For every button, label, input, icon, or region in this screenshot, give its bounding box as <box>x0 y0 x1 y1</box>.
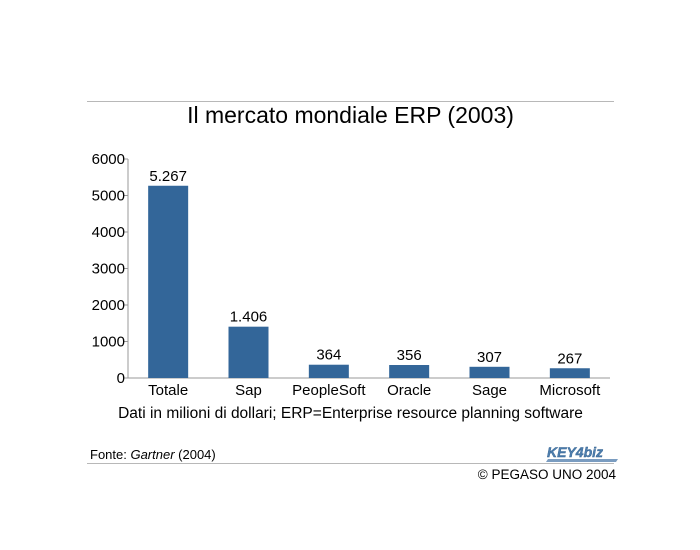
category-label: Totale <box>148 382 188 399</box>
category-label: PeopleSoft <box>292 382 366 399</box>
bar <box>549 368 590 378</box>
category-label: Sage <box>472 382 507 399</box>
y-tick-label: 2000 <box>92 297 125 314</box>
data-label: 364 <box>316 347 341 364</box>
y-tick-label: 3000 <box>92 261 125 278</box>
top-rule <box>87 101 614 102</box>
svg-text:KEY4biz: KEY4biz <box>547 444 603 460</box>
source-credit: Fonte: Gartner (2004) <box>90 446 216 464</box>
bar <box>308 364 349 378</box>
y-tick-label: 6000 <box>92 151 125 168</box>
bar <box>469 366 510 378</box>
bar-chart: 0 1000 2000 3000 4000 5000 6000 5.267 Totale 1.40… <box>92 151 610 399</box>
data-label: 5.267 <box>149 168 187 185</box>
data-label: 356 <box>397 347 422 364</box>
y-tick-label: 0 <box>117 370 125 387</box>
data-label: 267 <box>557 350 582 367</box>
chart-title: Il mercato mondiale ERP (2003) <box>187 102 514 128</box>
source-label: Fonte: <box>90 447 131 462</box>
y-tick-label: 4000 <box>92 224 125 241</box>
bar <box>148 185 189 378</box>
chart-note: Dati in milioni di dollari; ERP=Enterpri… <box>118 405 583 422</box>
key4biz-logo: KEY4biz <box>546 444 618 462</box>
category-label: Sap <box>235 382 262 399</box>
source-name: Gartner <box>130 447 175 462</box>
y-tick-label: 1000 <box>92 334 125 351</box>
data-label: 1.406 <box>230 309 268 326</box>
data-label: 307 <box>477 349 502 366</box>
bottom-rule <box>87 463 614 464</box>
source-year: (2004) <box>174 447 216 462</box>
y-tick-label: 5000 <box>92 188 125 205</box>
bar <box>389 365 430 378</box>
category-label: Microsoft <box>539 382 601 399</box>
bar <box>228 326 269 378</box>
copyright: © PEGASO UNO 2004 <box>477 467 616 482</box>
category-label: Oracle <box>387 382 431 399</box>
